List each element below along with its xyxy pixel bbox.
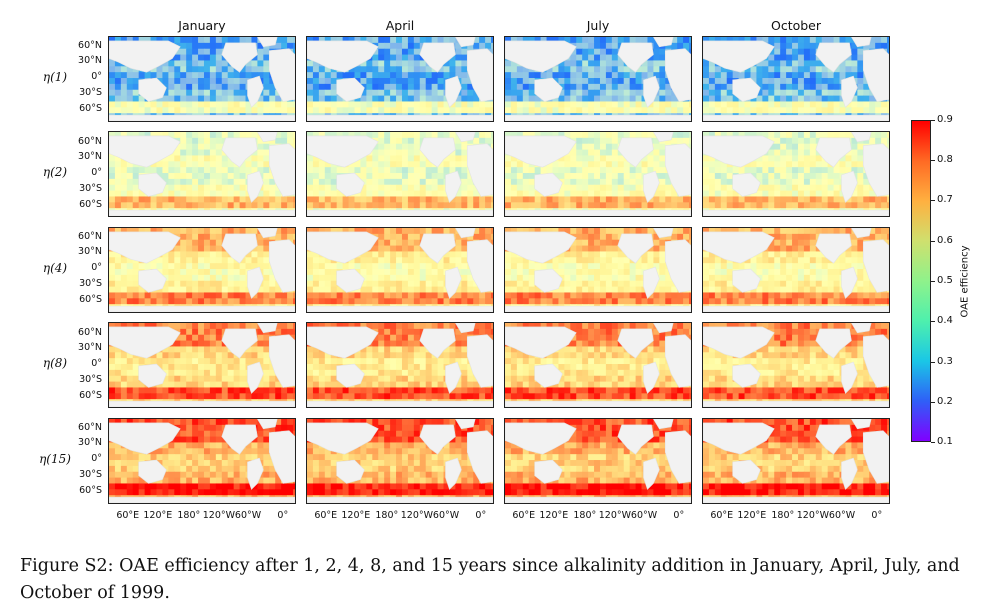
lat-tick: 60°S (79, 294, 102, 305)
row-label-eta-15: η(15) (39, 452, 71, 466)
map-panel-8-january (108, 322, 296, 408)
map-panel-2-july (504, 131, 692, 217)
map-panel-4-april (306, 227, 494, 313)
lon-tick: 180° (375, 510, 399, 521)
lat-tick: 0° (91, 453, 102, 464)
lon-tick: 120°E (539, 510, 569, 521)
row-label-eta-4: η(4) (42, 261, 68, 275)
map-panel-2-january (108, 131, 296, 217)
lat-tick: 60°S (79, 199, 102, 210)
lat-tick: 60°S (79, 103, 102, 114)
colorbar-tick: 0.2 (931, 396, 953, 407)
lat-tick: 30°N (78, 342, 102, 353)
oae-efficiency-figure: January April July October η(1) η(2) η(4… (39, 18, 971, 521)
lat-tick: 30°S (79, 469, 102, 480)
column-title-july: July (586, 18, 610, 33)
map-panel-8-april (306, 322, 494, 408)
map-panel-4-october (702, 227, 890, 313)
lat-tick: 60°N (78, 40, 102, 51)
lon-tick: 180° (177, 510, 201, 521)
lon-tick: 180° (771, 510, 795, 521)
map-panel-4-july (504, 227, 692, 313)
lon-tick: 120°E (143, 510, 173, 521)
lon-tick: 60°W (828, 510, 856, 521)
colorbar (911, 120, 931, 442)
lat-tick: 30°S (79, 278, 102, 289)
lon-tick: 0° (277, 510, 289, 521)
map-panel-2-april (306, 131, 494, 217)
lat-tick: 30°N (78, 55, 102, 66)
lat-tick: 60°N (78, 327, 102, 338)
lat-tick: 60°S (79, 390, 102, 401)
column-title-october: October (770, 18, 822, 33)
lat-tick: 30°S (79, 374, 102, 385)
lon-tick: 60°W (432, 510, 460, 521)
lat-tick: 30°N (78, 151, 102, 162)
map-panel-1-april (306, 36, 494, 122)
column-title-april: April (385, 18, 415, 33)
lat-tick: 30°S (79, 183, 102, 194)
lon-tick: 0° (673, 510, 685, 521)
colorbar-tick: 0.5 (931, 275, 953, 286)
lon-tick: 120°E (737, 510, 767, 521)
lon-tick: 60°W (630, 510, 658, 521)
lat-tick: 30°N (78, 437, 102, 448)
map-panel-1-july (504, 36, 692, 122)
colorbar-tick: 0.6 (931, 235, 953, 246)
colorbar-tick: 0.8 (931, 154, 953, 165)
map-panel-1-october (702, 36, 890, 122)
colorbar-tick: 0.4 (931, 315, 953, 326)
row-label-eta-2: η(2) (42, 165, 68, 179)
lat-tick: 60°N (78, 422, 102, 433)
map-panel-1-january (108, 36, 296, 122)
lon-tick: 120°W (202, 510, 236, 521)
lon-tick: 180° (573, 510, 597, 521)
row-label-eta-8: η(8) (42, 356, 68, 370)
lat-tick: 30°S (79, 87, 102, 98)
column-title-january: January (178, 18, 226, 33)
lat-tick: 60°N (78, 231, 102, 242)
map-panel-8-july (504, 322, 692, 408)
lon-tick: 60°W (234, 510, 262, 521)
lat-tick: 60°S (79, 485, 102, 496)
lon-tick: 120°W (796, 510, 830, 521)
lat-tick: 0° (91, 262, 102, 273)
colorbar-tick: 0.7 (931, 194, 953, 205)
lon-tick: 120°E (341, 510, 371, 521)
lat-tick: 30°N (78, 246, 102, 257)
lat-tick: 0° (91, 358, 102, 369)
lon-tick: 120°W (598, 510, 632, 521)
map-panel-15-october (702, 418, 890, 504)
figure-caption: Figure S2: OAE efficiency after 1, 2, 4,… (20, 556, 960, 603)
lat-tick: 0° (91, 71, 102, 82)
lon-tick: 60°E (710, 510, 734, 521)
lon-tick: 60°E (116, 510, 140, 521)
lon-tick: 60°E (512, 510, 536, 521)
row-label-eta-1: η(1) (42, 70, 68, 84)
lat-tick: 60°N (78, 136, 102, 147)
map-panel-4-january (108, 227, 296, 313)
lon-tick: 0° (475, 510, 487, 521)
map-panel-15-april (306, 418, 494, 504)
lon-tick: 0° (871, 510, 883, 521)
map-panel-2-october (702, 131, 890, 217)
lon-tick: 60°E (314, 510, 338, 521)
colorbar-tick: 0.1 (931, 436, 953, 447)
colorbar-tick: 0.9 (931, 114, 953, 125)
map-panel-15-january (108, 418, 296, 504)
lat-tick: 0° (91, 167, 102, 178)
lon-tick: 120°W (400, 510, 434, 521)
map-panel-15-july (504, 418, 692, 504)
map-panel-8-october (702, 322, 890, 408)
colorbar-label: OAE efficiency (959, 245, 971, 318)
colorbar-tick: 0.3 (931, 356, 953, 367)
